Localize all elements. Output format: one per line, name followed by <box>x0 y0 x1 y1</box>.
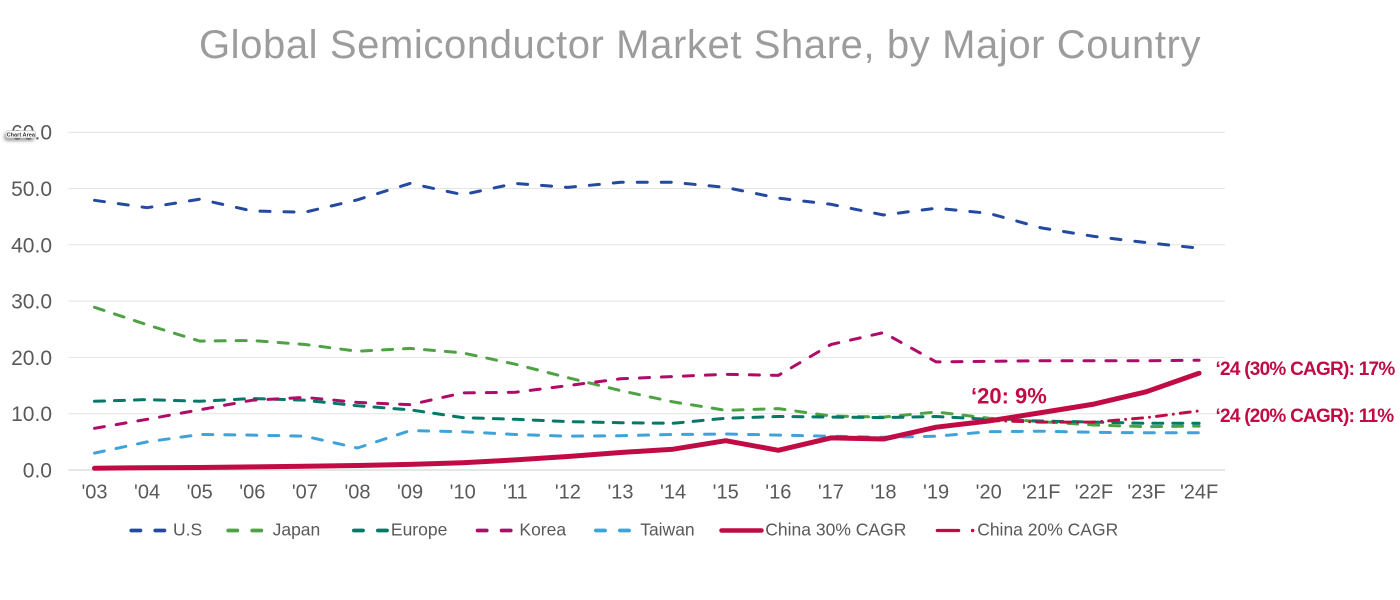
svg-text:'15: '15 <box>713 482 739 504</box>
svg-text:'07: '07 <box>292 482 318 504</box>
svg-text:40.0: 40.0 <box>11 234 52 257</box>
svg-text:Europe: Europe <box>391 520 447 540</box>
svg-text:'04: '04 <box>134 482 160 504</box>
svg-text:0.0: 0.0 <box>23 460 52 483</box>
svg-text:'11: '11 <box>503 482 528 504</box>
svg-text:U.S: U.S <box>173 520 202 540</box>
svg-text:China 20% CAGR: China 20% CAGR <box>977 520 1118 540</box>
svg-text:Japan: Japan <box>273 520 321 540</box>
svg-text:'17: '17 <box>818 482 844 504</box>
svg-text:China 30% CAGR: China 30% CAGR <box>765 520 906 540</box>
svg-text:10.0: 10.0 <box>11 403 52 426</box>
svg-text:'20: '20 <box>976 482 1002 504</box>
svg-text:‘24 (30% CAGR): 17%: ‘24 (30% CAGR): 17% <box>1216 359 1396 380</box>
svg-text:'03: '03 <box>81 482 107 504</box>
svg-text:Korea: Korea <box>519 520 566 540</box>
svg-text:'22F: '22F <box>1075 482 1113 504</box>
svg-text:'13: '13 <box>607 482 633 504</box>
svg-text:'06: '06 <box>239 482 265 504</box>
svg-text:'23F: '23F <box>1127 482 1165 504</box>
svg-text:'19: '19 <box>923 482 949 504</box>
svg-text:'18: '18 <box>870 482 896 504</box>
svg-text:'12: '12 <box>555 482 581 504</box>
svg-text:'24F: '24F <box>1180 482 1218 504</box>
svg-text:Chart Area: Chart Area <box>7 132 36 138</box>
svg-text:50.0: 50.0 <box>11 178 52 201</box>
svg-text:'21F: '21F <box>1022 482 1060 504</box>
svg-text:'10: '10 <box>450 482 476 504</box>
svg-text:'05: '05 <box>187 482 213 504</box>
svg-text:'14: '14 <box>660 482 686 504</box>
svg-text:‘20: 9%: ‘20: 9% <box>971 384 1047 409</box>
svg-text:'09: '09 <box>397 482 423 504</box>
svg-text:'16: '16 <box>765 482 791 504</box>
svg-text:30.0: 30.0 <box>11 291 52 314</box>
svg-text:'08: '08 <box>344 482 370 504</box>
svg-text:Taiwan: Taiwan <box>640 520 694 540</box>
svg-text:‘24 (20% CAGR): 11%: ‘24 (20% CAGR): 11% <box>1216 406 1395 427</box>
svg-text:20.0: 20.0 <box>11 347 52 370</box>
